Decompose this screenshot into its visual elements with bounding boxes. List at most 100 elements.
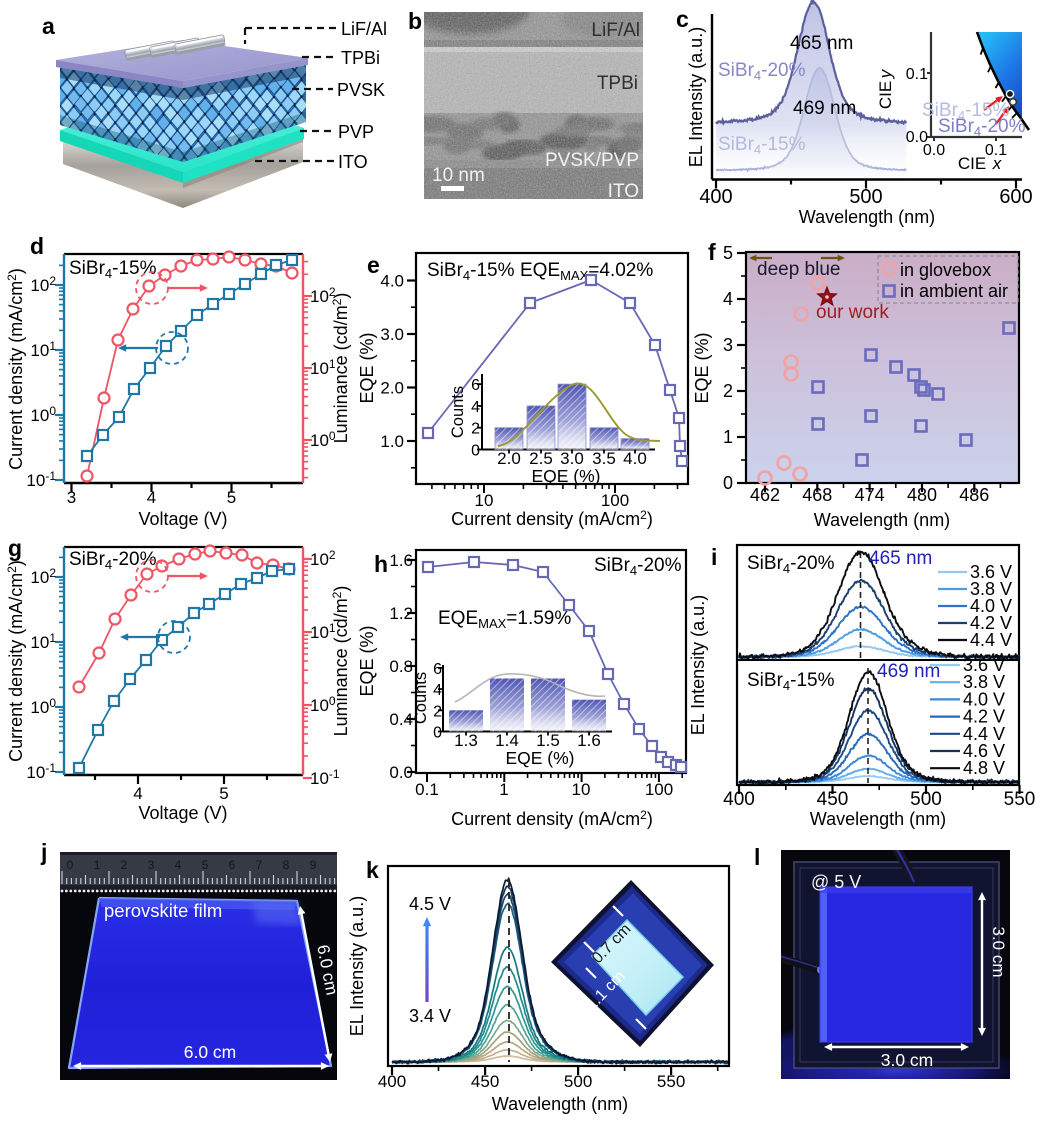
svg-text:ITO: ITO [608,181,639,202]
svg-text:100: 100 [601,491,629,510]
svg-text:474: 474 [855,485,885,505]
svg-text:3.0 cm: 3.0 cm [989,926,1008,977]
svg-text:7: 7 [256,858,263,872]
svg-text:c: c [676,6,689,32]
svg-text:@ 5 V: @ 5 V [811,872,861,892]
svg-text:TPBi: TPBi [597,73,638,94]
svg-text:2.5: 2.5 [529,449,553,468]
svg-text:0.1: 0.1 [906,66,928,83]
svg-text:Wavelength (nm): Wavelength (nm) [814,510,950,530]
svg-text:500: 500 [564,1072,592,1091]
svg-text:450: 450 [471,1072,499,1091]
svg-text:2: 2 [433,703,442,720]
svg-text:EQE (%): EQE (%) [505,748,574,768]
svg-text:d: d [30,233,44,259]
svg-text:500: 500 [849,186,882,208]
svg-text:550: 550 [1004,789,1036,810]
svg-text:Luminance (cd/m2): Luminance (cd/m2) [330,293,351,444]
svg-text:SiBr4-15%: SiBr4-15% [747,670,835,693]
svg-text:4: 4 [133,784,142,803]
svg-text:SiBr4-20%: SiBr4-20% [938,116,1026,139]
svg-text:3.0: 3.0 [380,325,404,344]
svg-text:465 nm: 465 nm [869,548,932,569]
svg-text:Voltage (V): Voltage (V) [138,509,227,529]
svg-text:1.3: 1.3 [454,731,478,750]
svg-text:10: 10 [475,491,494,510]
svg-text:2.0: 2.0 [380,379,404,398]
svg-text:1: 1 [723,427,733,447]
svg-text:100: 100 [645,780,673,799]
svg-text:465 nm: 465 nm [790,33,853,54]
svg-text:PVP: PVP [338,122,374,142]
svg-text:Current density (mA/cm2): Current density (mA/cm2) [451,808,653,829]
svg-text:500: 500 [910,789,942,810]
svg-text:TPBi: TPBi [341,48,380,68]
svg-text:in glovebox: in glovebox [900,260,991,280]
svg-text:3.4 V: 3.4 V [409,1006,451,1026]
svg-text:SiBr4-20%: SiBr4-20% [718,60,806,83]
svg-text:e: e [367,252,380,278]
svg-text:1.2: 1.2 [389,604,413,623]
svg-text:462: 462 [750,485,780,505]
svg-text:Luminance (cd/m2): Luminance (cd/m2) [330,586,351,737]
svg-text:l: l [754,844,760,870]
svg-text:0: 0 [67,858,74,872]
svg-text:2: 2 [471,421,480,438]
svg-text:Counts: Counts [412,672,430,724]
svg-text:k: k [366,857,379,883]
svg-text:1.6: 1.6 [389,551,413,570]
svg-text:6: 6 [229,858,236,872]
svg-text:SiBr4-20%: SiBr4-20% [594,555,682,578]
svg-text:Current density (mA/cm2): Current density (mA/cm2) [5,268,26,470]
svg-text:1.4: 1.4 [495,731,519,750]
svg-text:486: 486 [959,485,989,505]
svg-text:3.8 V: 3.8 V [970,579,1012,599]
svg-text:LiF/Al: LiF/Al [341,19,387,39]
svg-text:in ambient air: in ambient air [900,281,1008,301]
svg-text:i: i [711,544,717,570]
svg-text:b: b [408,8,422,34]
svg-text:4: 4 [471,399,480,416]
svg-text:y: y [876,68,895,79]
svg-text:4: 4 [723,289,733,309]
svg-text:EL Intensity (a.u.): EL Intensity (a.u.) [688,595,708,735]
svg-text:1.5: 1.5 [536,731,560,750]
svg-text:3.6 V: 3.6 V [963,655,1005,675]
svg-text:4.8 V: 4.8 V [963,758,1005,778]
svg-text:9: 9 [310,858,317,872]
svg-text:6.0 cm: 6.0 cm [184,1042,237,1062]
svg-text:10: 10 [572,780,591,799]
svg-text:EQE (%): EQE (%) [357,332,377,403]
svg-text:469 nm: 469 nm [877,661,940,682]
svg-text:Voltage (V): Voltage (V) [138,803,227,823]
svg-text:Wavelength (nm): Wavelength (nm) [492,1094,628,1114]
svg-text:4.0 V: 4.0 V [963,689,1005,709]
svg-text:x: x [992,154,1002,173]
svg-text:SiBr4-15%: SiBr4-15% [427,260,515,283]
svg-text:SiBr4-20%: SiBr4-20% [747,553,835,576]
svg-text:Current density (mA/cm2): Current density (mA/cm2) [5,560,26,762]
svg-text:EL Intensity (a.u.): EL Intensity (a.u.) [686,27,706,167]
svg-text:3.6 V: 3.6 V [970,562,1012,582]
svg-text:g: g [8,535,22,561]
svg-text:EL Intensity (a.u.): EL Intensity (a.u.) [347,896,367,1036]
svg-text:2: 2 [723,381,733,401]
svg-text:3: 3 [723,335,733,355]
svg-text:0.4: 0.4 [389,710,413,729]
svg-text:10 nm: 10 nm [432,165,485,186]
svg-text:0.1: 0.1 [415,780,439,799]
svg-text:Wavelength (nm): Wavelength (nm) [810,809,946,829]
svg-text:4: 4 [433,682,442,699]
svg-text:EQE (%): EQE (%) [692,332,712,403]
svg-text:SiBr4-20%: SiBr4-20% [69,549,157,572]
svg-text:400: 400 [378,1072,406,1091]
svg-text:1.6: 1.6 [577,731,601,750]
svg-text:0.8: 0.8 [389,657,413,676]
svg-text:400: 400 [699,186,732,208]
svg-text:Current density (mA/cm2): Current density (mA/cm2) [451,508,653,529]
svg-text:550: 550 [657,1072,685,1091]
svg-text:j: j [40,839,47,865]
svg-text:3.8 V: 3.8 V [963,672,1005,692]
svg-text:3.0 cm: 3.0 cm [881,1050,934,1070]
svg-text:EQE (%): EQE (%) [357,625,377,696]
